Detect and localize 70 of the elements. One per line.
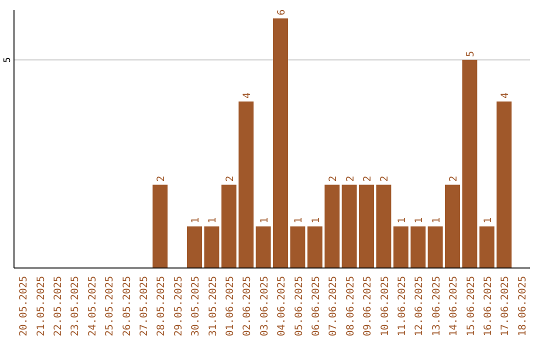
bar (273, 18, 288, 268)
bar (496, 102, 512, 268)
data-label: 4 (242, 92, 254, 99)
x-tick-label: 18.06.2025 (517, 276, 528, 336)
data-label: 1 (431, 217, 442, 224)
x-tick-label: 02.06.2025 (242, 276, 254, 336)
x-tick-label: 29.05.2025 (173, 276, 184, 336)
data-label: 1 (294, 217, 305, 224)
bar (152, 184, 168, 268)
bar (256, 226, 271, 268)
x-tick-label: 03.06.2025 (259, 276, 270, 336)
bar (479, 226, 494, 268)
x-tick-label: 21.05.2025 (36, 276, 47, 336)
data-label: 2 (156, 176, 168, 182)
x-tick-label: 24.05.2025 (87, 276, 98, 336)
bar (187, 226, 202, 268)
bar (221, 184, 236, 268)
data-label: 1 (482, 217, 494, 224)
data-label: 1 (259, 217, 270, 224)
bar (238, 102, 254, 268)
x-tick-label: 01.06.2025 (225, 276, 236, 336)
bar (376, 184, 392, 268)
data-label: 2 (328, 176, 340, 182)
data-label: 2 (380, 176, 391, 182)
x-tick-label: 15.06.2025 (466, 276, 477, 336)
data-label: 1 (310, 217, 322, 224)
x-tick-label: 10.06.2025 (380, 276, 391, 336)
x-tick-label: 06.06.2025 (311, 276, 322, 336)
data-label: 2 (448, 176, 460, 182)
data-label: 1 (414, 217, 426, 224)
x-tick-label: 23.05.2025 (70, 276, 82, 336)
x-tick-label: 30.05.2025 (190, 276, 202, 336)
x-tick-label: 13.06.2025 (431, 276, 442, 336)
x-tick-label: 26.05.2025 (122, 276, 133, 336)
data-label: 2 (345, 176, 356, 182)
bar (290, 226, 306, 268)
x-tick-label: 28.05.2025 (156, 276, 168, 336)
x-tick-label: 12.06.2025 (414, 276, 426, 336)
bar (428, 226, 443, 268)
bar (462, 60, 478, 268)
data-label: 6 (276, 9, 288, 16)
data-label: 1 (190, 217, 202, 224)
x-tick-label: 31.05.2025 (208, 276, 219, 336)
x-tick-label: 05.06.2025 (294, 276, 305, 336)
x-tick-label: 22.05.2025 (53, 276, 64, 336)
x-tick-label: 11.06.2025 (397, 276, 408, 336)
x-tick-label: 27.05.2025 (139, 276, 150, 336)
x-tick-label: 16.06.2025 (483, 276, 494, 336)
bar (342, 184, 357, 268)
data-label: 2 (362, 176, 374, 182)
x-tick-label: 09.06.2025 (362, 276, 374, 336)
bar (324, 184, 340, 268)
x-tick-label: 08.06.2025 (345, 276, 356, 336)
bar (445, 184, 460, 268)
data-label: 1 (208, 217, 219, 224)
data-label: 5 (466, 50, 477, 57)
bar (359, 184, 374, 268)
x-tick-label: 20.05.2025 (18, 276, 30, 336)
bar (204, 226, 220, 268)
data-label: 4 (500, 92, 512, 99)
data-label: 1 (396, 217, 408, 224)
x-tick-label: 25.05.2025 (104, 276, 116, 336)
bar (393, 226, 408, 268)
x-tick-label: 07.06.2025 (328, 276, 340, 336)
x-tick-label: 04.06.2025 (276, 276, 288, 336)
bar (410, 226, 426, 268)
bar (307, 226, 322, 268)
data-label: 2 (224, 176, 236, 182)
x-tick-label: 14.06.2025 (448, 276, 460, 336)
x-tick-label: 17.06.2025 (500, 276, 512, 336)
